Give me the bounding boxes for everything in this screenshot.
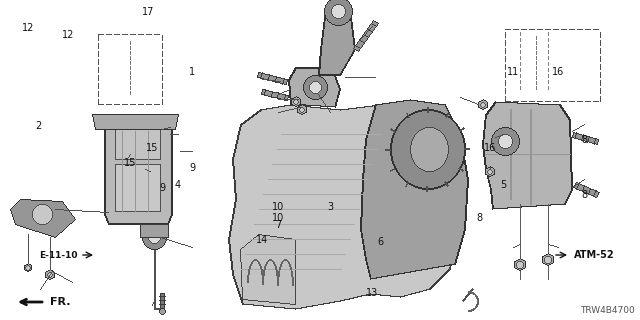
Text: ATM-52: ATM-52 — [574, 250, 614, 260]
Text: 6: 6 — [377, 237, 383, 247]
Text: FR.: FR. — [50, 297, 70, 307]
Text: 3: 3 — [327, 202, 333, 212]
Text: 14: 14 — [256, 235, 268, 245]
Text: 5: 5 — [500, 180, 506, 190]
Text: 4: 4 — [175, 180, 181, 190]
Text: 16: 16 — [484, 143, 496, 153]
Text: 13: 13 — [366, 288, 378, 298]
Text: 2: 2 — [35, 121, 41, 131]
Text: TRW4B4700: TRW4B4700 — [580, 306, 635, 315]
Text: 10: 10 — [272, 213, 284, 223]
Text: 9: 9 — [159, 183, 165, 193]
Text: 17: 17 — [142, 7, 154, 17]
Text: 8: 8 — [581, 135, 587, 145]
Text: 15: 15 — [124, 158, 136, 168]
Text: 9: 9 — [189, 163, 195, 173]
Text: 7: 7 — [275, 220, 281, 230]
Text: 15: 15 — [146, 143, 158, 153]
Text: 1: 1 — [189, 67, 195, 77]
Text: 8: 8 — [476, 213, 482, 223]
Text: 12: 12 — [22, 23, 34, 33]
Text: 11: 11 — [507, 67, 519, 77]
Text: 12: 12 — [62, 30, 74, 40]
Text: 8: 8 — [581, 190, 587, 200]
Text: 16: 16 — [552, 67, 564, 77]
Text: E-11-10: E-11-10 — [39, 251, 77, 260]
Text: 10: 10 — [272, 202, 284, 212]
